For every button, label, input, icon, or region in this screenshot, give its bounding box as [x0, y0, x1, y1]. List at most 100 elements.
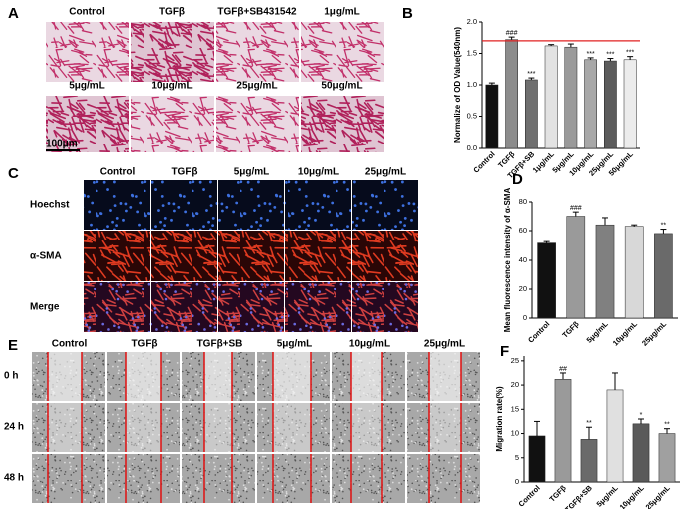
wound-gap [429, 352, 461, 401]
micrograph [301, 22, 384, 82]
row-label: Hoechst [30, 200, 70, 211]
bar [537, 242, 556, 319]
scratch-image [407, 454, 480, 503]
fluorescence-image [84, 231, 150, 281]
column-label: Control [52, 339, 88, 350]
fluorescence-image [285, 282, 351, 332]
y-tick-label: 0 [515, 477, 519, 486]
fluorescence-image [285, 180, 351, 230]
image-label: 10μg/mL [151, 81, 192, 92]
significance: ## [559, 366, 567, 373]
y-tick-label: 80 [519, 197, 527, 206]
image-label: TGFβ+SB431542 [217, 7, 297, 18]
scratch-image [332, 403, 405, 452]
scratch-image [332, 454, 405, 503]
column-label: 25μg/mL [424, 339, 465, 350]
x-tick-label: 25μg/mL [640, 319, 668, 347]
bar [525, 79, 538, 149]
x-tick-label: TGFβ [548, 483, 569, 504]
y-tick-label: 10 [511, 429, 519, 438]
significance: ** [664, 422, 670, 429]
scratch-image [32, 454, 105, 503]
y-tick-label: 1.0 [467, 80, 477, 89]
row-label: 24 h [4, 422, 24, 433]
bar [623, 59, 637, 149]
column-label: 5μg/mL [234, 167, 270, 178]
bar [580, 439, 598, 483]
wound-gap [48, 403, 82, 452]
y-axis-label: Migration rate(%) [495, 386, 504, 452]
scratch-image [107, 454, 180, 503]
fluorescence-image [352, 282, 418, 332]
column-label: 5μg/mL [277, 339, 313, 350]
panel-letter: D [512, 171, 523, 188]
fluorescence-image [352, 180, 418, 230]
micrograph [46, 22, 129, 82]
column-label: TGFβ [131, 339, 157, 350]
y-tick-label: 0 [523, 313, 527, 322]
image-label: Control [69, 7, 105, 18]
bar [624, 226, 644, 319]
y-tick-label: 0.0 [467, 143, 477, 152]
bar [658, 433, 676, 483]
bar [566, 216, 586, 319]
wound-gap [429, 403, 461, 452]
micrograph [131, 22, 214, 82]
panel-letter: A [8, 5, 19, 22]
y-axis-label: Mean fluorescence intensity of α-SMA [503, 188, 512, 333]
image-label: 50μg/mL [321, 81, 362, 92]
micrograph [131, 96, 214, 152]
bar [606, 389, 624, 483]
bar [544, 45, 558, 149]
row-label: 0 h [4, 371, 18, 382]
y-tick-label: 5 [515, 453, 519, 462]
column-label: TGFβ+SB [197, 339, 243, 350]
scratch-image [257, 454, 330, 503]
x-tick-label: 10μg/mL [611, 319, 639, 347]
y-tick-label: 25 [511, 356, 519, 365]
x-tick-label: TGFβ [560, 319, 581, 340]
fluorescence-image [84, 180, 150, 230]
significance: *** [587, 51, 595, 58]
wound-gap [273, 403, 311, 452]
column-label: TGFβ [171, 167, 197, 178]
significance: *** [606, 51, 614, 58]
y-tick-label: 2.0 [467, 17, 477, 26]
bar [604, 60, 617, 149]
scratch-image [182, 403, 255, 452]
fluorescence-image [285, 231, 351, 281]
panel-letter: E [8, 337, 18, 354]
significance: *** [626, 49, 634, 56]
x-tick-label: Control [517, 483, 542, 508]
bar [584, 59, 597, 149]
row-label: Merge [30, 302, 60, 313]
significance: *** [527, 71, 535, 78]
image-label: 25μg/mL [236, 81, 277, 92]
wound-gap [351, 352, 382, 401]
significance: ### [570, 205, 582, 212]
wound-gap [126, 352, 161, 401]
x-tick-label: 5μg/mL [585, 319, 611, 345]
column-label: 10μg/mL [349, 339, 390, 350]
panel-letter: F [500, 343, 509, 360]
row-label: α-SMA [30, 251, 62, 262]
scratch-image [107, 403, 180, 452]
bar [554, 379, 572, 483]
significance: * [640, 412, 643, 419]
scratch-image [182, 454, 255, 503]
column-label: Control [100, 167, 136, 178]
column-label: 10μg/mL [298, 167, 339, 178]
micrograph [301, 96, 384, 152]
x-tick-label: Control [471, 149, 496, 174]
panel-letter: C [8, 165, 19, 182]
fluorescence-image [151, 282, 217, 332]
bar [564, 46, 578, 149]
wound-gap [204, 403, 232, 452]
wound-gap [48, 352, 82, 401]
wound-gap [351, 403, 382, 452]
x-tick-label: TGFβ+SB [563, 483, 594, 509]
y-axis-label: Normalize of OD Value(540nm) [453, 27, 462, 143]
significance: ** [661, 222, 667, 229]
x-tick-label: 5μg/mL [595, 483, 621, 509]
fluorescence-image [218, 180, 284, 230]
